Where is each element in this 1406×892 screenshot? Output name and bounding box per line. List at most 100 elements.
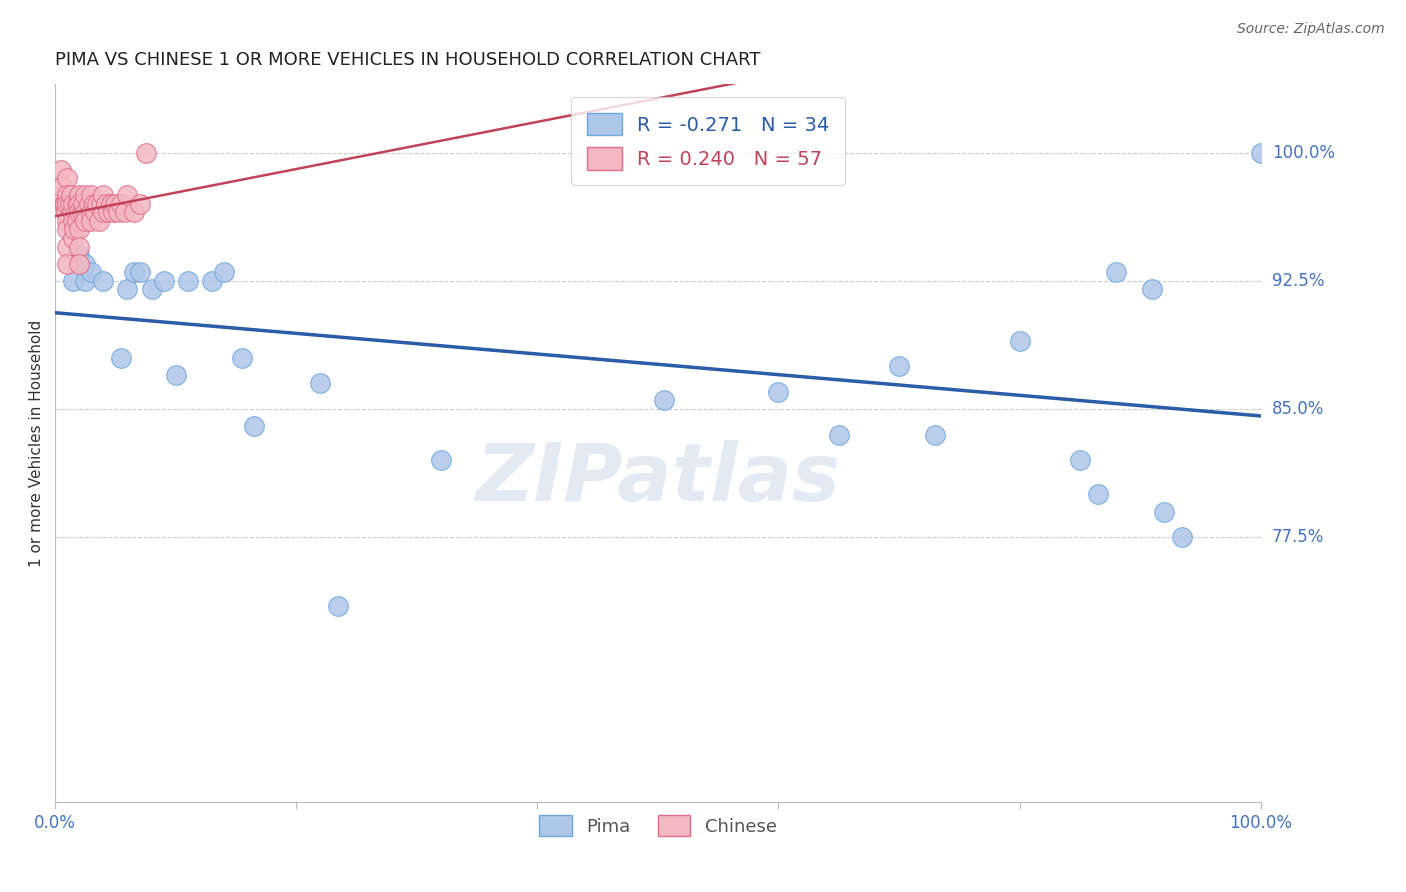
- Point: [83, 196, 105, 211]
- Point: [66, 196, 89, 211]
- Point: [93, 205, 115, 219]
- Point: [77, 196, 100, 211]
- Point: [67, 239, 90, 253]
- Point: [243, 419, 266, 434]
- Point: [1069, 453, 1091, 467]
- Point: [56, 214, 79, 228]
- Point: [75, 257, 97, 271]
- Point: [62, 196, 84, 211]
- Point: [90, 196, 112, 211]
- Point: [86, 196, 108, 211]
- Text: 92.5%: 92.5%: [1272, 272, 1324, 290]
- Point: [1087, 487, 1109, 501]
- Point: [75, 214, 97, 228]
- Text: 85.0%: 85.0%: [1272, 400, 1324, 418]
- Point: [72, 196, 94, 211]
- Point: [107, 205, 129, 219]
- Point: [231, 351, 253, 365]
- Point: [67, 248, 90, 262]
- Point: [117, 188, 139, 202]
- Point: [177, 274, 200, 288]
- Point: [66, 214, 89, 228]
- Text: Source: ZipAtlas.com: Source: ZipAtlas.com: [1237, 22, 1385, 37]
- Point: [104, 196, 127, 211]
- Point: [122, 265, 145, 279]
- Point: [110, 196, 132, 211]
- Point: [65, 205, 87, 219]
- Point: [75, 274, 97, 288]
- Point: [56, 196, 79, 211]
- Point: [75, 188, 97, 202]
- Point: [1250, 145, 1272, 160]
- Point: [62, 214, 84, 228]
- Point: [924, 427, 946, 442]
- Point: [430, 453, 453, 467]
- Point: [128, 265, 150, 279]
- Point: [62, 274, 84, 288]
- Point: [56, 171, 79, 186]
- Point: [135, 145, 157, 160]
- Text: 100.0%: 100.0%: [1272, 144, 1334, 161]
- Point: [63, 222, 86, 236]
- Point: [67, 188, 90, 202]
- Point: [51, 188, 73, 202]
- Point: [59, 196, 82, 211]
- Point: [768, 384, 790, 399]
- Text: 77.5%: 77.5%: [1272, 528, 1324, 546]
- Y-axis label: 1 or more Vehicles in Household: 1 or more Vehicles in Household: [30, 319, 44, 566]
- Point: [51, 179, 73, 194]
- Point: [1171, 530, 1194, 544]
- Point: [152, 274, 174, 288]
- Point: [56, 239, 79, 253]
- Point: [62, 231, 84, 245]
- Point: [201, 274, 224, 288]
- Point: [122, 205, 145, 219]
- Point: [51, 162, 73, 177]
- Point: [80, 214, 103, 228]
- Point: [60, 205, 83, 219]
- Point: [328, 599, 350, 613]
- Point: [84, 205, 107, 219]
- Point: [59, 188, 82, 202]
- Point: [87, 214, 110, 228]
- Point: [93, 188, 115, 202]
- Point: [67, 196, 90, 211]
- Point: [117, 282, 139, 296]
- Point: [887, 359, 910, 374]
- Point: [309, 376, 332, 391]
- Point: [101, 205, 124, 219]
- Point: [212, 265, 235, 279]
- Point: [1140, 282, 1163, 296]
- Point: [56, 188, 79, 202]
- Point: [93, 274, 115, 288]
- Point: [94, 196, 117, 211]
- Point: [110, 351, 132, 365]
- Point: [53, 196, 76, 211]
- Point: [114, 205, 136, 219]
- Point: [128, 196, 150, 211]
- Point: [141, 282, 163, 296]
- Point: [80, 188, 103, 202]
- Point: [97, 205, 120, 219]
- Point: [652, 393, 675, 408]
- Point: [80, 265, 103, 279]
- Point: [80, 205, 103, 219]
- Point: [67, 257, 90, 271]
- Point: [1153, 505, 1175, 519]
- Point: [56, 257, 79, 271]
- Point: [56, 222, 79, 236]
- Point: [828, 427, 851, 442]
- Point: [1008, 334, 1031, 348]
- Point: [67, 222, 90, 236]
- Point: [100, 196, 122, 211]
- Point: [52, 196, 75, 211]
- Legend: Pima, Chinese: Pima, Chinese: [531, 808, 783, 844]
- Point: [1105, 265, 1128, 279]
- Text: ZIPatlas: ZIPatlas: [475, 440, 841, 518]
- Point: [70, 205, 93, 219]
- Point: [75, 205, 97, 219]
- Point: [55, 205, 77, 219]
- Point: [67, 205, 90, 219]
- Point: [165, 368, 187, 382]
- Text: PIMA VS CHINESE 1 OR MORE VEHICLES IN HOUSEHOLD CORRELATION CHART: PIMA VS CHINESE 1 OR MORE VEHICLES IN HO…: [55, 51, 761, 69]
